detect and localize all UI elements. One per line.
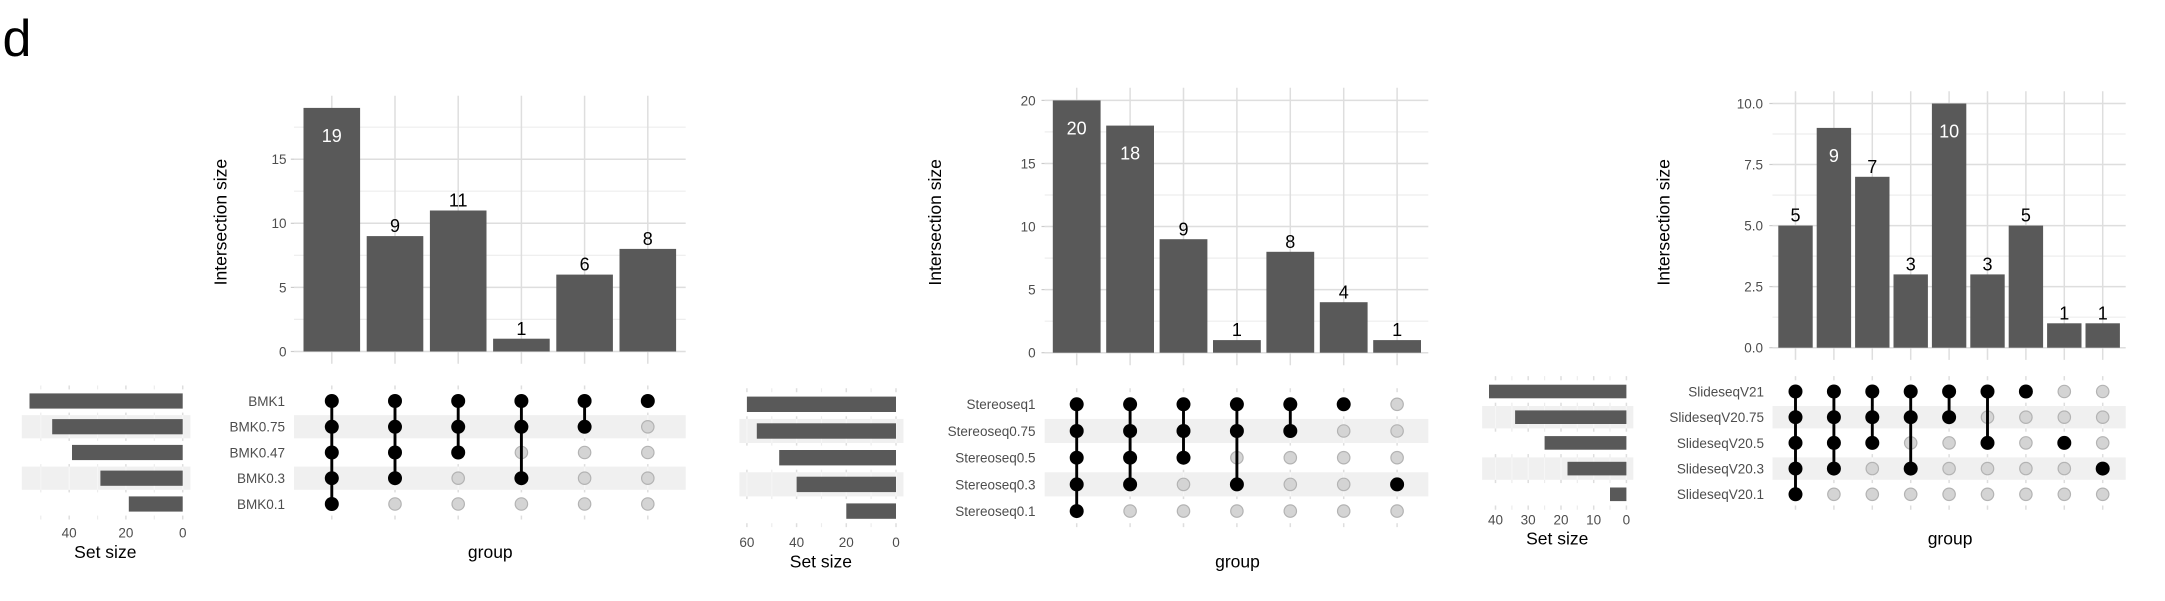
svg-text:BMK0.75: BMK0.75 [229, 420, 285, 435]
svg-text:10: 10 [1021, 219, 1036, 234]
svg-text:Stereoseq1: Stereoseq1 [966, 397, 1035, 412]
svg-text:Set size: Set size [790, 552, 852, 572]
svg-text:Stereoseq0.1: Stereoseq0.1 [955, 504, 1035, 519]
svg-text:5: 5 [1028, 283, 1036, 298]
svg-text:7: 7 [1867, 157, 1877, 177]
svg-text:8: 8 [1285, 232, 1295, 252]
svg-text:6: 6 [580, 255, 590, 275]
svg-text:20: 20 [118, 526, 133, 541]
svg-text:2.5: 2.5 [1744, 280, 1763, 295]
svg-text:5: 5 [1790, 206, 1800, 226]
svg-text:11: 11 [449, 191, 468, 211]
svg-text:5: 5 [2021, 206, 2031, 226]
svg-text:0.0: 0.0 [1744, 341, 1763, 356]
svg-text:5: 5 [279, 280, 287, 295]
svg-text:BMK0.47: BMK0.47 [229, 445, 285, 460]
svg-text:Stereoseq0.3: Stereoseq0.3 [955, 477, 1035, 492]
svg-text:Intersection size: Intersection size [1654, 159, 1674, 285]
svg-text:1: 1 [1392, 320, 1402, 340]
svg-text:20: 20 [1067, 118, 1087, 138]
svg-text:10.0: 10.0 [1737, 96, 1763, 111]
svg-text:10: 10 [271, 216, 286, 231]
svg-text:BMK0.3: BMK0.3 [237, 471, 285, 486]
svg-text:18: 18 [1120, 144, 1140, 164]
svg-text:3: 3 [1982, 255, 1992, 275]
svg-text:40: 40 [1488, 513, 1503, 528]
svg-text:0: 0 [892, 535, 900, 550]
svg-text:15: 15 [1021, 156, 1036, 171]
svg-text:1: 1 [1232, 320, 1242, 340]
svg-text:d: d [3, 10, 32, 68]
svg-text:15: 15 [271, 152, 286, 167]
svg-text:20: 20 [1553, 513, 1568, 528]
svg-text:30: 30 [1521, 513, 1536, 528]
svg-text:3: 3 [1906, 255, 1916, 275]
svg-text:7.5: 7.5 [1744, 157, 1763, 172]
svg-text:Stereoseq0.5: Stereoseq0.5 [955, 451, 1035, 466]
svg-text:0: 0 [279, 344, 287, 359]
svg-text:SlideseqV21: SlideseqV21 [1688, 384, 1764, 399]
svg-text:BMK0.1: BMK0.1 [237, 497, 285, 512]
svg-text:9: 9 [1178, 219, 1188, 239]
svg-text:40: 40 [789, 535, 804, 550]
svg-text:Intersection size: Intersection size [925, 159, 945, 285]
svg-text:60: 60 [739, 535, 754, 550]
svg-text:Set size: Set size [1526, 529, 1588, 549]
svg-text:SlideseqV20.3: SlideseqV20.3 [1677, 462, 1764, 477]
svg-text:10: 10 [1939, 122, 1959, 142]
svg-text:Intersection size: Intersection size [211, 159, 231, 285]
svg-text:SlideseqV20.1: SlideseqV20.1 [1677, 487, 1764, 502]
svg-text:1: 1 [2098, 303, 2108, 323]
svg-text:0: 0 [1028, 346, 1036, 361]
svg-text:BMK1: BMK1 [248, 394, 285, 409]
svg-text:19: 19 [322, 126, 342, 146]
svg-text:5.0: 5.0 [1744, 219, 1763, 234]
svg-text:SlideseqV20.5: SlideseqV20.5 [1677, 436, 1764, 451]
svg-text:40: 40 [62, 526, 77, 541]
svg-text:9: 9 [1829, 146, 1839, 166]
svg-text:0: 0 [1623, 513, 1631, 528]
svg-text:8: 8 [643, 229, 653, 249]
svg-text:group: group [1215, 552, 1260, 572]
svg-text:Set size: Set size [74, 542, 136, 562]
svg-text:1: 1 [2059, 303, 2069, 323]
svg-text:SlideseqV20.75: SlideseqV20.75 [1669, 410, 1764, 425]
svg-text:9: 9 [390, 216, 400, 236]
svg-text:4: 4 [1339, 282, 1349, 302]
svg-text:Stereoseq0.75: Stereoseq0.75 [948, 424, 1036, 439]
svg-text:20: 20 [1021, 93, 1036, 108]
svg-text:1: 1 [516, 319, 526, 339]
svg-text:group: group [468, 542, 513, 562]
svg-text:group: group [1928, 529, 1973, 549]
svg-text:20: 20 [839, 535, 854, 550]
svg-text:10: 10 [1586, 513, 1601, 528]
svg-text:0: 0 [179, 526, 187, 541]
